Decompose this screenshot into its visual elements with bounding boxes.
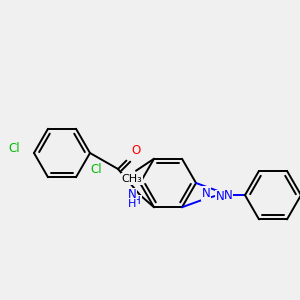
Text: H: H — [128, 199, 136, 209]
Text: H: H — [133, 196, 141, 206]
Text: N: N — [224, 189, 232, 202]
Text: N: N — [128, 188, 136, 202]
Text: Cl: Cl — [90, 163, 102, 176]
Text: N: N — [216, 190, 224, 203]
Text: O: O — [131, 145, 141, 158]
Text: N: N — [202, 187, 210, 200]
Text: CH₃: CH₃ — [122, 174, 142, 184]
Text: Cl: Cl — [8, 142, 20, 155]
